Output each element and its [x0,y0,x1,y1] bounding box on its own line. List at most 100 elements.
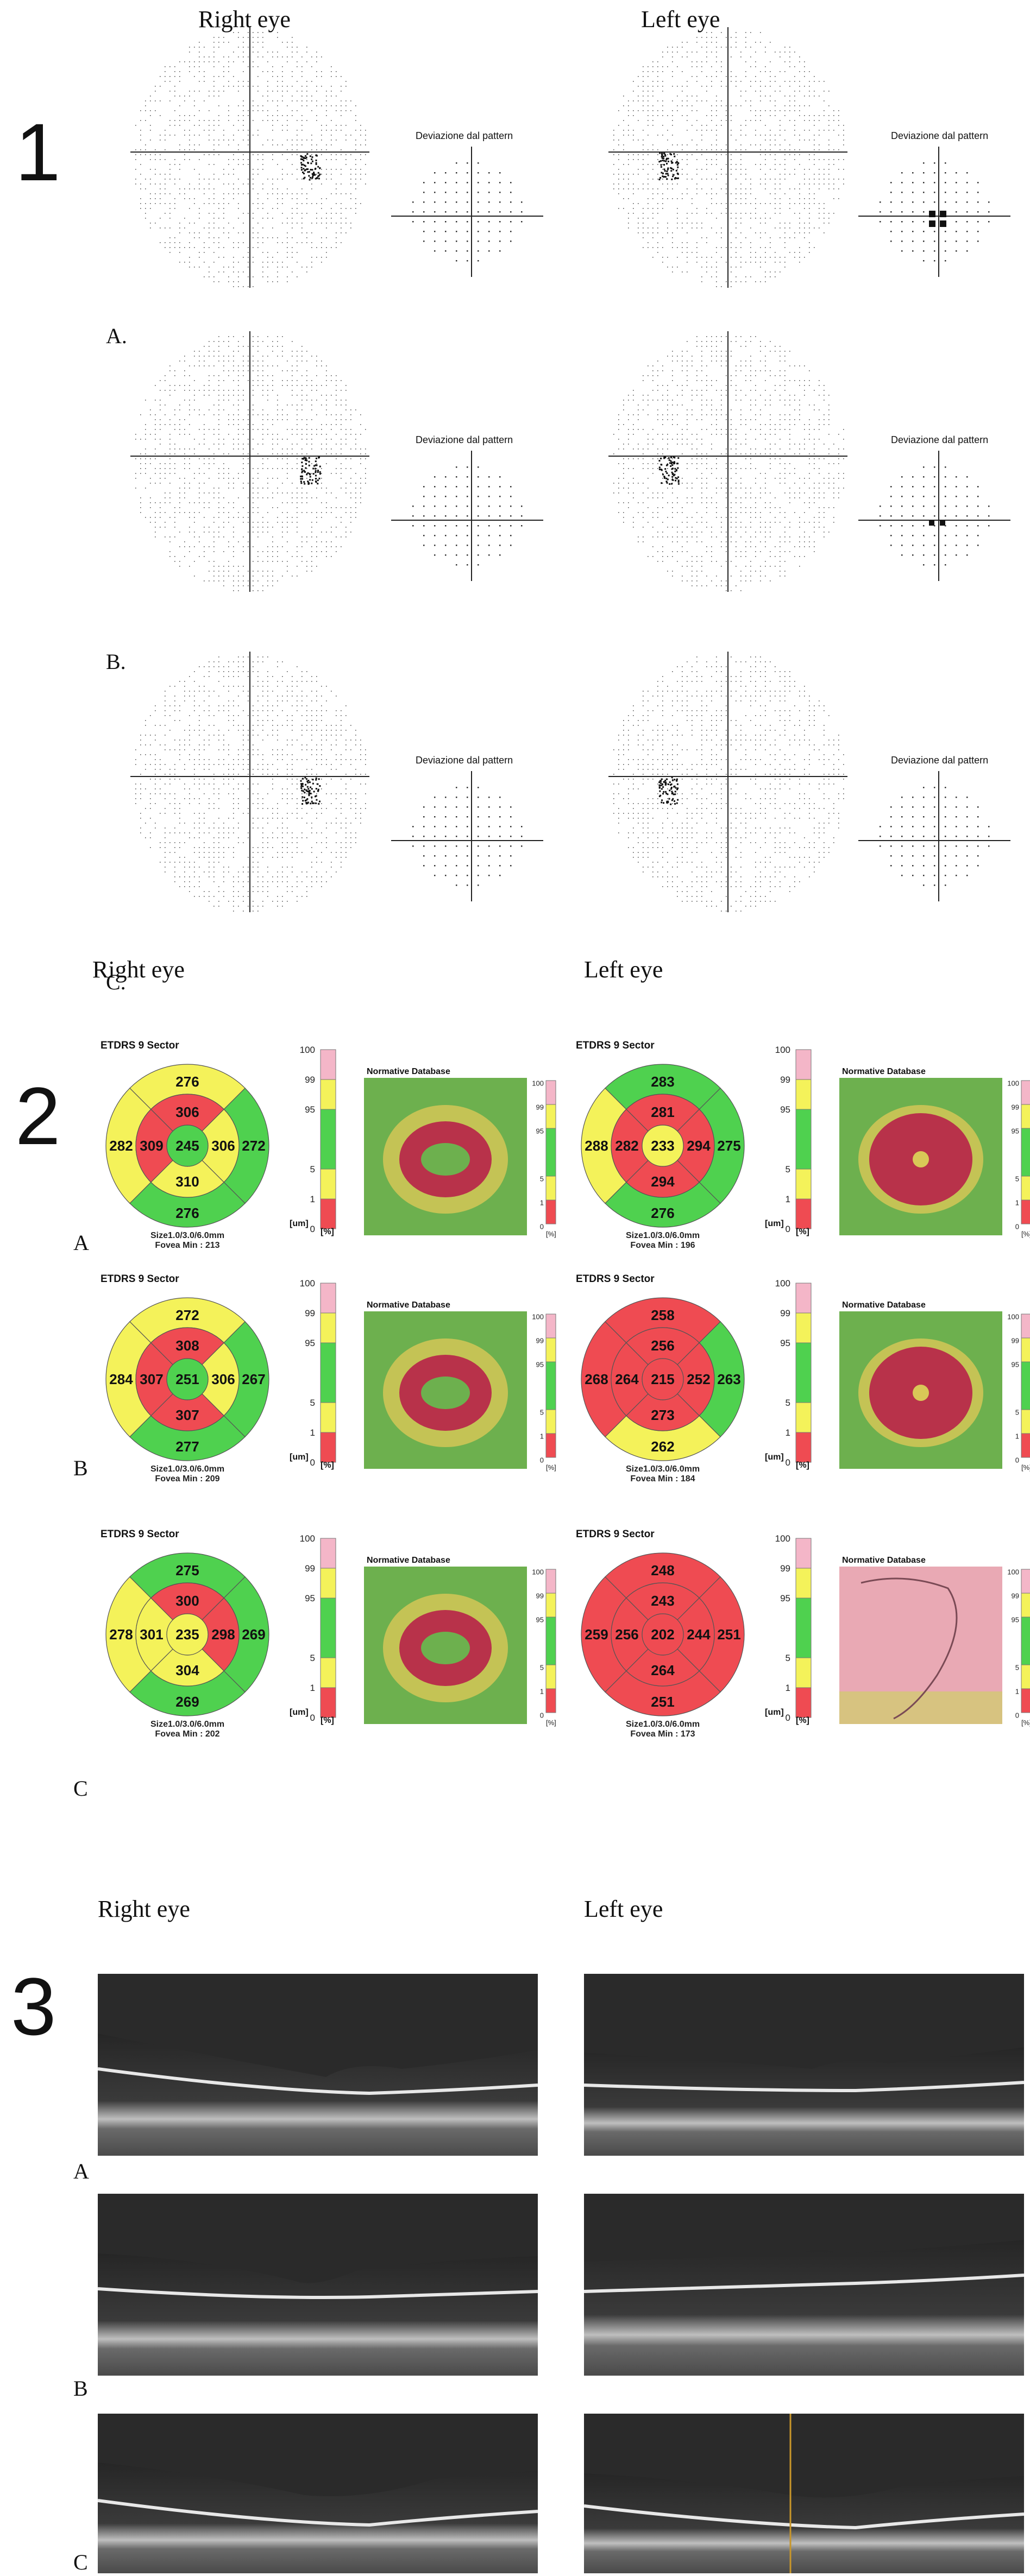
etdrs-value-outer_sup: 283 [651,1074,674,1090]
normative-thickness-map [364,1311,527,1469]
unit-um-label: [um] [290,1708,309,1718]
etdrs-value-outer_sup: 258 [651,1307,674,1323]
etdrs-value-inner_sup: 256 [651,1337,674,1354]
etdrs-value-inner_inf: 304 [175,1662,199,1678]
etdrs-value-inner_nas: 252 [687,1371,710,1387]
normative-thickness-map [364,1567,527,1724]
etdrs-value-outer_temp: 268 [585,1371,608,1387]
pattern-deviation-left-b [856,445,1013,586]
normative-database-title: Normative Database [367,1067,450,1077]
section-1-row-letter-a: A. [106,323,127,349]
etdrs-value-center: 233 [651,1138,674,1154]
normative-database-title: Normative Database [367,1556,450,1565]
etdrs-value-outer_temp: 272 [242,1138,265,1154]
oct-scan-right-b [98,2194,538,2376]
visual-field-right-c [120,641,380,923]
etdrs-value-inner_sup: 308 [175,1337,199,1354]
etdrs-title: ETDRS 9 Sector [576,1529,655,1540]
etdrs-value-outer_sup: 248 [651,1562,674,1579]
unit-pct-label: [%] [321,1716,334,1726]
section-3-number: 3 [11,1966,56,2047]
etdrs-value-inner_inf: 307 [175,1407,199,1423]
etdrs-value-inner_inf: 310 [175,1173,199,1190]
etdrs-value-inner_sup: 306 [175,1104,199,1120]
pattern-deviation-title: Deviazione dal pattern [416,755,513,766]
normative-thickness-map [839,1311,1002,1469]
etdrs-value-inner_inf: 294 [651,1173,675,1190]
etdrs-value-outer_inf: 276 [175,1205,199,1221]
etdrs-title: ETDRS 9 Sector [576,1273,655,1285]
pattern-deviation-left-a [856,141,1013,282]
unit-pct-label: [%] [321,1461,334,1470]
pattern-deviation-left-c [856,766,1013,907]
visual-field-right-a [120,16,380,299]
pattern-deviation-right-b [388,445,546,586]
etdrs-value-outer_inf: 269 [175,1694,199,1710]
section-1-number: 1 [15,111,60,193]
etdrs-size-label: Size1.0/3.0/6.0mm [150,1464,224,1474]
etdrs-value-outer_nas: 282 [109,1138,133,1154]
section-3-row-letter-b: B [73,2376,88,2401]
etdrs-value-inner_nas: 309 [140,1138,163,1154]
etdrs-value-center: 235 [175,1626,199,1643]
normative-database-title: Normative Database [367,1300,450,1310]
pattern-deviation-title: Deviazione dal pattern [891,130,988,142]
etdrs-value-outer_inf: 251 [651,1694,674,1710]
etdrs-value-inner_temp: 264 [615,1371,639,1387]
etdrs-value-outer_inf: 276 [651,1205,674,1221]
etdrs-value-outer_nas: 284 [109,1371,133,1387]
fovea-min-label: Fovea Min : 213 [155,1241,219,1250]
unit-um-label: [um] [765,1219,784,1229]
oct-scan-left-c [584,2414,1024,2573]
pattern-deviation-title: Deviazione dal pattern [891,434,988,446]
unit-pct-label: [%] [796,1227,809,1237]
etdrs-value-center: 215 [651,1371,674,1387]
etdrs-value-inner_sup: 281 [651,1104,674,1120]
etdrs-value-outer_temp: 267 [242,1371,265,1387]
visual-field-right-b [120,320,380,603]
etdrs-size-label: Size1.0/3.0/6.0mm [150,1231,224,1240]
visual-field-left-b [598,320,858,603]
etdrs-value-inner_nas: 301 [140,1626,163,1643]
normative-thickness-map [364,1078,527,1235]
etdrs-title: ETDRS 9 Sector [101,1529,179,1540]
etdrs-value-inner_inf: 273 [651,1407,674,1423]
etdrs-value-inner_nas: 244 [687,1626,711,1643]
pattern-deviation-right-a [388,141,546,282]
etdrs-value-outer_temp: 259 [585,1626,608,1643]
pattern-deviation-title: Deviazione dal pattern [891,755,988,766]
etdrs-title: ETDRS 9 Sector [576,1040,655,1052]
section-3-row-letter-a: A [73,2158,89,2184]
pattern-deviation-right-c [388,766,546,907]
etdrs-title: ETDRS 9 Sector [101,1273,179,1285]
pattern-deviation-title: Deviazione dal pattern [416,434,513,446]
unit-pct-label: [%] [796,1716,809,1726]
normative-database-title: Normative Database [842,1067,926,1077]
visual-field-left-a [598,16,858,299]
section-2-row-letter-c: C [73,1776,88,1801]
normative-database-title: Normative Database [842,1556,926,1565]
etdrs-value-outer_sup: 272 [175,1307,199,1323]
etdrs-value-inner_temp: 306 [211,1138,235,1154]
etdrs-value-outer_sup: 275 [175,1562,199,1579]
etdrs-title: ETDRS 9 Sector [101,1040,179,1052]
oct-scan-left-a [584,1974,1024,2156]
normative-database-title: Normative Database [842,1300,926,1310]
unit-um-label: [um] [765,1453,784,1462]
etdrs-value-outer_nas: 278 [109,1626,133,1643]
pattern-deviation-title: Deviazione dal pattern [416,130,513,142]
etdrs-size-label: Size1.0/3.0/6.0mm [626,1464,700,1474]
